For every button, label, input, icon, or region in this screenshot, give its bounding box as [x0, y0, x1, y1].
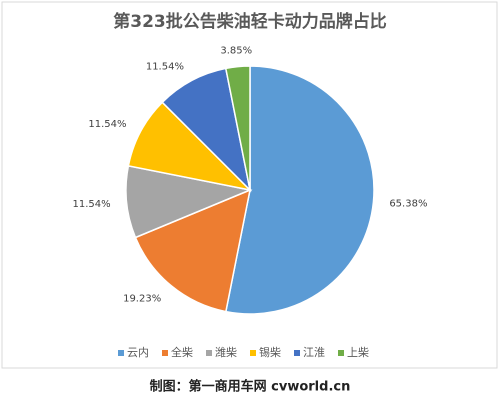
data-label: 3.85% — [220, 46, 252, 57]
data-label: 19.23% — [123, 293, 161, 304]
legend-swatch — [162, 350, 168, 356]
legend-swatch — [206, 350, 212, 356]
legend-label: 云内 — [127, 345, 149, 359]
pie-slice — [224, 65, 251, 191]
legend-label: 全柴 — [171, 345, 193, 359]
data-label: 11.54% — [146, 62, 184, 73]
legend-label: 锡柴 — [259, 345, 281, 359]
data-label: 65.38% — [389, 199, 427, 210]
legend-swatch — [338, 350, 344, 356]
chart-title: 第323批公告柴油轻卡动力品牌占比 — [113, 11, 387, 32]
data-label: 11.54% — [73, 199, 111, 210]
legend-swatch — [118, 350, 124, 356]
pie-slice — [134, 188, 252, 313]
legend-label: 上柴 — [347, 345, 369, 359]
legend-label: 潍柴 — [215, 345, 237, 359]
pie-slice — [224, 65, 375, 315]
caption: 制图：第一商用车网 cvworld.cn — [150, 379, 351, 395]
legend-swatch — [250, 350, 256, 356]
legend-label: 江淮 — [303, 346, 325, 359]
data-label: 11.54% — [88, 119, 126, 130]
legend-swatch — [294, 350, 300, 356]
